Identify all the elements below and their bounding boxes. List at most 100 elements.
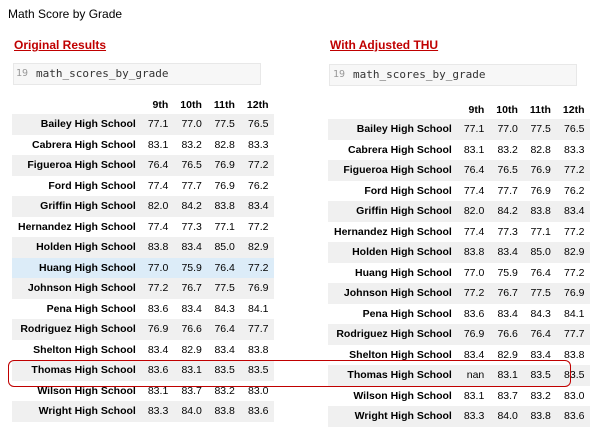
score-cell: 82.9: [564, 246, 585, 259]
score-cell: 83.4: [214, 343, 235, 356]
score-cell: 77.7: [248, 323, 269, 336]
score-cell: 83.2: [214, 384, 235, 397]
adjusted-thu-heading: With Adjusted THU: [330, 38, 439, 52]
column-header: 9th: [468, 104, 485, 116]
score-cell: 83.4: [248, 200, 269, 213]
table-row: Holden High School 83.8 83.4 85.0 82.9: [328, 242, 591, 263]
score-cell: 83.4: [497, 307, 518, 320]
school-name: Wilson High School: [353, 389, 452, 402]
score-cell: 77.4: [463, 184, 485, 197]
school-name: Huang High School: [355, 266, 452, 279]
table-row: Bailey High School 77.1 77.0 77.5 76.5: [328, 119, 591, 140]
score-cell: 77.4: [147, 220, 169, 233]
school-name: Hernandez High School: [334, 225, 452, 238]
score-cell: 77.7: [497, 184, 518, 197]
cell-number: 19: [333, 69, 346, 80]
score-cell: 84.1: [248, 302, 269, 315]
score-cell: 83.6: [564, 410, 585, 423]
page-title: Math Score by Grade: [8, 7, 123, 21]
score-cell: 82.9: [497, 348, 518, 361]
score-cell: 77.0: [181, 118, 202, 131]
thomas-highlight-box: [8, 360, 571, 387]
school-name: Wright High School: [38, 405, 136, 418]
code-cell-original[interactable]: [13, 63, 261, 85]
score-cell: 83.1: [463, 389, 485, 402]
score-cell: 76.9: [147, 323, 169, 336]
score-cell: 83.4: [463, 348, 485, 361]
index-header: [12, 96, 142, 114]
score-cell: 83.3: [463, 410, 485, 423]
score-cell: 76.2: [248, 179, 269, 192]
score-cell: 83.1: [147, 384, 169, 397]
school-name: Huang High School: [39, 261, 136, 274]
school-name: Ford High School: [364, 184, 452, 197]
score-cell: 77.1: [463, 123, 485, 136]
score-cell: 83.4: [181, 241, 202, 254]
score-cell: 83.6: [248, 405, 269, 418]
table-header-row: 9th 10th 11th 12th: [12, 96, 274, 114]
school-name: Bailey High School: [356, 123, 452, 136]
school-name: Cabrera High School: [347, 143, 452, 156]
code-cell-adjusted[interactable]: [329, 64, 577, 86]
score-cell: 82.0: [463, 205, 485, 218]
score-cell: 84.0: [181, 405, 202, 418]
table-row: Wright High School 83.3 84.0 83.8 83.6: [12, 401, 275, 422]
table-row: Holden High School 83.8 83.4 85.0 82.9: [12, 237, 275, 258]
score-cell: 82.9: [181, 343, 202, 356]
table-row: Johnson High School 77.2 76.7 77.5 76.9: [12, 278, 275, 299]
score-cell: 76.9: [530, 164, 551, 177]
table-row: Hernandez High School 77.4 77.3 77.1 77.2: [328, 222, 590, 243]
score-cell: 82.9: [248, 241, 269, 254]
score-cell: 77.4: [147, 179, 169, 192]
school-name: Rodriguez High School: [336, 328, 452, 341]
score-cell: 83.4: [497, 246, 518, 259]
score-cell: 77.0: [463, 266, 485, 279]
school-name: Rodriguez High School: [20, 323, 136, 336]
score-cell: 77.1: [530, 225, 551, 238]
score-cell: 83.3: [248, 138, 269, 151]
score-cell: 83.1: [497, 369, 518, 382]
score-cell: 77.2: [248, 159, 269, 172]
table-row: Cabrera High School 83.1 83.2 82.8 83.3: [328, 140, 590, 161]
school-name: Thomas High School: [347, 369, 452, 382]
score-cell: 76.5: [181, 159, 202, 172]
score-cell: 82.0: [147, 200, 169, 213]
score-cell: 77.2: [147, 282, 169, 295]
score-cell: 84.2: [497, 205, 518, 218]
school-name: Thomas High School: [31, 364, 136, 377]
score-cell: 76.9: [248, 282, 269, 295]
score-cell: 83.1: [147, 138, 169, 151]
score-cell: 77.2: [248, 261, 269, 274]
table-row: Rodriguez High School 76.9 76.6 76.4 77.7: [12, 319, 275, 340]
score-cell: 75.9: [181, 261, 202, 274]
score-cell: 83.5: [214, 364, 235, 377]
score-cell: 84.3: [214, 302, 235, 315]
score-cell: 82.8: [214, 138, 235, 151]
score-cell: 76.5: [248, 118, 269, 131]
score-cell: 83.4: [147, 343, 169, 356]
school-name: Johnson High School: [343, 287, 452, 300]
school-name: Cabrera High School: [31, 138, 136, 151]
table-row: Wilson High School 83.1 83.7 83.2 83.0: [328, 386, 590, 407]
school-name: Griffin High School: [356, 205, 452, 218]
score-cell: 83.5: [248, 364, 269, 377]
score-cell: 77.3: [497, 225, 518, 238]
column-header: 12th: [562, 104, 585, 116]
score-cell: 83.0: [564, 389, 585, 402]
school-name: Holden High School: [36, 241, 136, 254]
score-cell: 77.5: [214, 282, 235, 295]
original-results-heading: Original Results: [14, 38, 107, 52]
score-cell: 77.5: [530, 123, 551, 136]
score-cell: 83.2: [530, 389, 551, 402]
table-row: Johnson High School 77.2 76.7 77.5 76.9: [328, 283, 591, 304]
column-header: 9th: [152, 99, 169, 111]
school-name: Bailey High School: [40, 118, 136, 131]
score-cell: 76.9: [214, 159, 235, 172]
score-cell: 84.3: [530, 307, 551, 320]
score-cell: 77.0: [497, 123, 518, 136]
original-scores-table: 9th 10th 11th 12th Bailey High School 77.1 77…: [12, 96, 275, 422]
score-cell: 76.5: [564, 123, 585, 136]
score-cell: 83.7: [181, 384, 202, 397]
score-cell: 83.2: [181, 138, 202, 151]
table-row: Bailey High School 77.1 77.0 77.5 76.5: [12, 114, 275, 135]
